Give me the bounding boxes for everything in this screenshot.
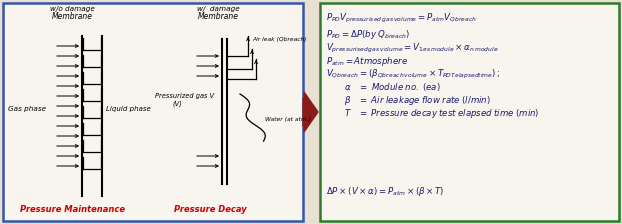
Text: $P_{PD} = \Delta P(by\;Q_{breach})$: $P_{PD} = \Delta P(by\;Q_{breach})$ bbox=[326, 28, 410, 41]
Text: Pressure Decay: Pressure Decay bbox=[174, 205, 246, 214]
Text: Membrane: Membrane bbox=[198, 12, 238, 21]
Text: Membrane: Membrane bbox=[52, 12, 93, 21]
Text: Water (at atm.): Water (at atm.) bbox=[265, 116, 311, 121]
Text: $\Delta P \times (V \times \alpha) = P_{atm} \times (\beta \times T)$: $\Delta P \times (V \times \alpha) = P_{… bbox=[326, 185, 445, 198]
Text: $V_{Qbreach} = (\beta_{Qbreach\,volume} \times T_{PDTelapsedtime})\,;$: $V_{Qbreach} = (\beta_{Qbreach\,volume} … bbox=[326, 68, 500, 81]
Text: Pressure Maintenance: Pressure Maintenance bbox=[19, 205, 124, 214]
Text: Gas phase: Gas phase bbox=[8, 106, 46, 112]
Text: $T \quad =\; Pressure\;decay\;test\;elapsed\;time\;(min)$: $T \quad =\; Pressure\;decay\;test\;elap… bbox=[344, 107, 539, 120]
Text: (V): (V) bbox=[172, 101, 182, 107]
Text: $P_{PD}V_{pressurised\,gas\,volume} = P_{atm}V_{Qbreach}$: $P_{PD}V_{pressurised\,gas\,volume} = P_… bbox=[326, 12, 477, 25]
Bar bbox=[320, 3, 619, 221]
FancyArrow shape bbox=[303, 92, 318, 132]
Text: w/  damage: w/ damage bbox=[197, 6, 239, 12]
Text: Liquid phase: Liquid phase bbox=[106, 106, 151, 112]
Text: $\alpha \quad =\; Module\;no.\;(ea)$: $\alpha \quad =\; Module\;no.\;(ea)$ bbox=[344, 81, 441, 93]
Text: w/o damage: w/o damage bbox=[50, 6, 95, 12]
Text: Pressurized gas V: Pressurized gas V bbox=[155, 93, 214, 99]
Text: $\beta \quad =\; Air\;leakage\;flow\;rate\;(l/min)$: $\beta \quad =\; Air\;leakage\;flow\;rat… bbox=[344, 94, 491, 107]
Text: $P_{atm} = Atmosphere$: $P_{atm} = Atmosphere$ bbox=[326, 55, 408, 68]
Text: $V_{pressurised\,gas\,volume} = V_{1es\,module} \times \alpha_{n\,module}$: $V_{pressurised\,gas\,volume} = V_{1es\,… bbox=[326, 42, 499, 55]
Text: Air leak (Qbreach): Air leak (Qbreach) bbox=[252, 37, 307, 41]
Bar bbox=[3, 3, 303, 221]
